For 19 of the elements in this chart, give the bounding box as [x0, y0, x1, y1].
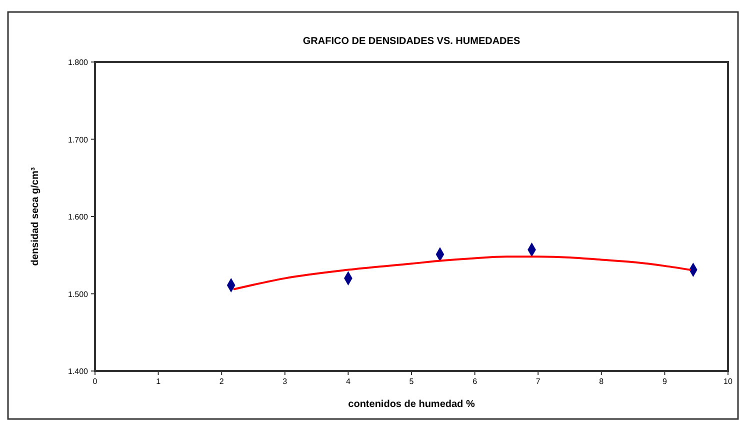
x-tick-label: 8 — [599, 377, 604, 386]
y-axis-title: densidad seca g/cm³ — [30, 166, 41, 266]
x-tick-label: 7 — [536, 377, 541, 386]
x-tick-label: 6 — [472, 377, 478, 386]
x-tick-label: 9 — [662, 377, 668, 386]
x-tick-label: 3 — [282, 377, 288, 386]
x-tick-label: 4 — [346, 377, 351, 386]
x-tick-label: 2 — [219, 377, 224, 386]
x-tick-label: 1 — [156, 377, 162, 386]
y-tick-label: 1.600 — [68, 212, 89, 222]
x-tick-label: 0 — [92, 377, 98, 386]
y-tick-label: 1.500 — [68, 290, 89, 299]
y-tick-label: 1.400 — [68, 367, 89, 376]
x-axis-title: contenidos de humedad % — [348, 399, 475, 410]
x-tick-label: 10 — [724, 377, 733, 386]
y-tick-label: 1.800 — [68, 58, 89, 67]
chart-title: GRAFICO DE DENSIDADES VS. HUMEDADES — [302, 36, 520, 47]
y-tick-label: 1.700 — [68, 135, 89, 144]
x-tick-label: 5 — [409, 377, 414, 386]
